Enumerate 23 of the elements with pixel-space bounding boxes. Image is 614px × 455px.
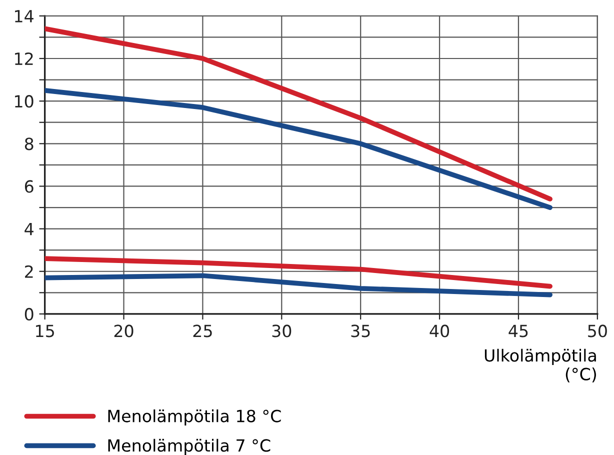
y-tick-label: 14 xyxy=(15,10,34,22)
y-tick-label: 12 xyxy=(15,52,33,65)
x-tick-label: 40 xyxy=(430,324,450,338)
x-tick-label: 30 xyxy=(272,324,292,338)
y-tick-label: 10 xyxy=(15,95,34,108)
legend-label: Menolämpötila 18 °C xyxy=(108,409,281,426)
x-tick-label: 50 xyxy=(588,324,607,338)
legend-label: Menolämpötila 7 °C xyxy=(108,438,270,455)
y-tick-label: 2 xyxy=(25,265,33,278)
line-series xyxy=(44,273,552,298)
y-tick-label: 0 xyxy=(24,308,34,321)
x-tick-label: 20 xyxy=(114,324,134,338)
line-series xyxy=(44,88,552,210)
line-series xyxy=(44,256,552,289)
x-axis-title: Ulkolämpötila (°C) xyxy=(484,348,596,382)
x-tick-label: 35 xyxy=(351,324,370,338)
x-tick-label: 25 xyxy=(193,324,212,338)
x-tick-label: 15 xyxy=(36,324,54,338)
x-tick-label: 45 xyxy=(508,324,528,338)
y-tick-label: 4 xyxy=(24,222,34,236)
y-tick-label: 6 xyxy=(24,180,34,193)
line-series xyxy=(44,26,552,202)
y-tick-label: 8 xyxy=(24,138,34,150)
